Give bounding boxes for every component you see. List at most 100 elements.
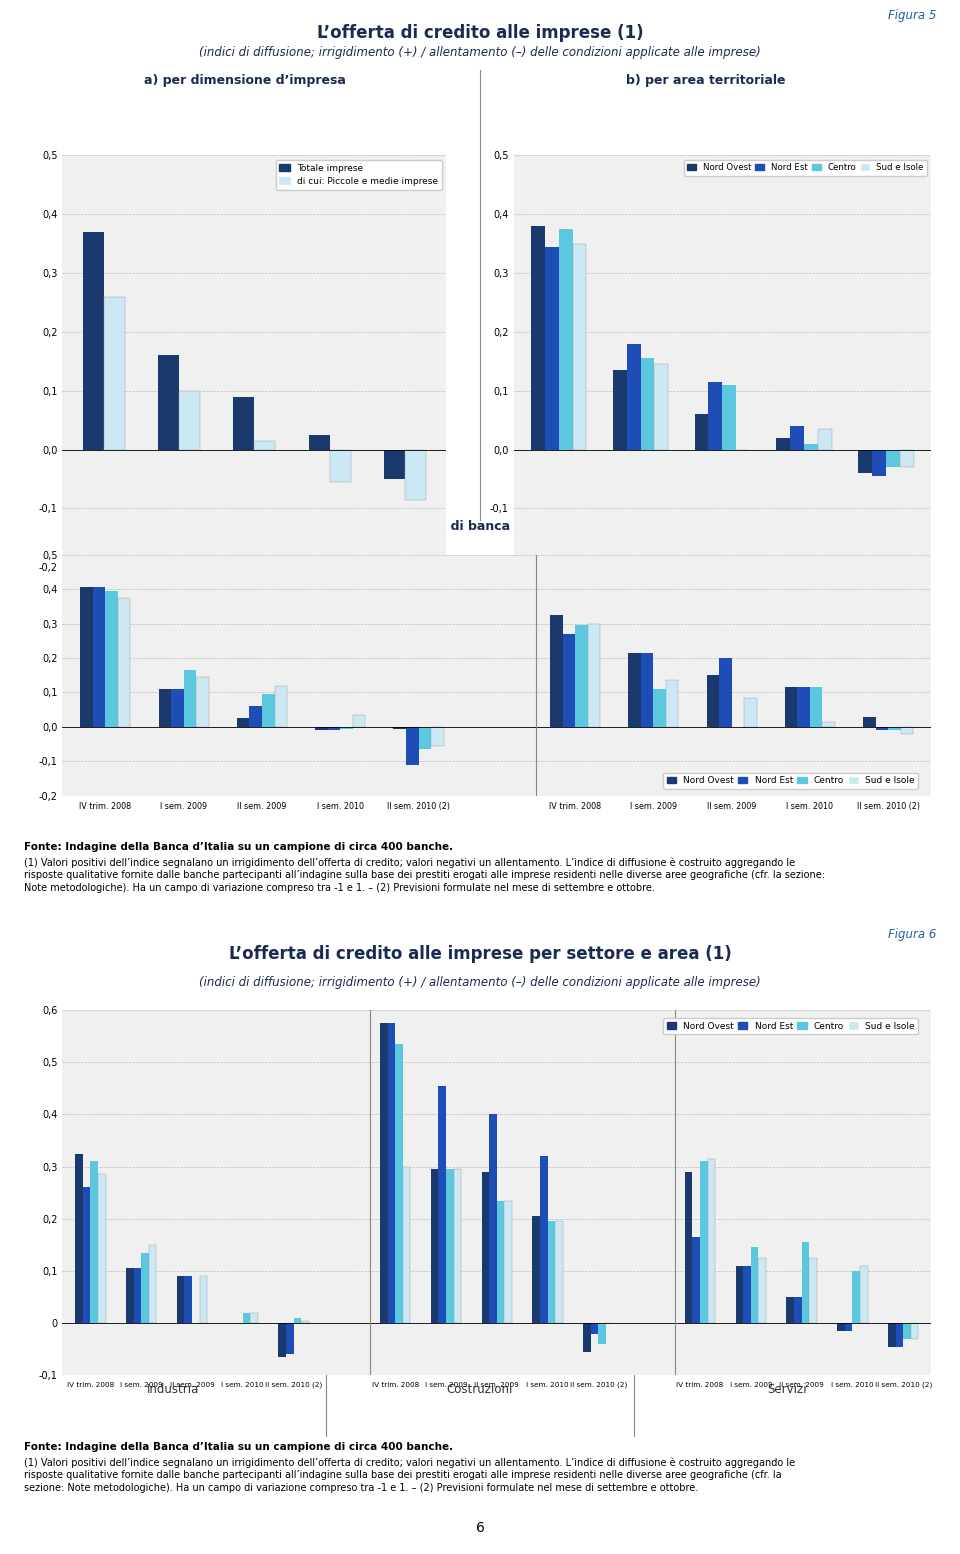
Bar	[743, 1265, 751, 1322]
Bar	[590, 1322, 598, 1333]
Bar	[744, 698, 756, 727]
Bar	[544, 247, 559, 449]
Text: Note metodologiche). Ha un campo di variazione compreso tra -1 e 1. – (2) Previs: Note metodologiche). Ha un campo di vari…	[24, 883, 655, 892]
Bar	[876, 727, 888, 730]
Bar	[911, 1322, 919, 1340]
Bar	[262, 695, 275, 727]
Bar	[708, 382, 722, 449]
Bar	[315, 727, 327, 730]
Bar	[627, 343, 640, 449]
Bar	[149, 1245, 156, 1322]
Bar	[81, 587, 93, 727]
Bar	[327, 727, 340, 730]
Text: c) per dimensione di banca e area territoriale: c) per dimensione di banca e area territ…	[320, 519, 640, 533]
Bar	[75, 1153, 83, 1322]
Bar	[431, 727, 444, 746]
Bar	[900, 449, 914, 468]
Bar	[735, 1265, 743, 1322]
Bar	[177, 1276, 184, 1322]
Bar	[180, 390, 201, 449]
Bar	[83, 1187, 90, 1322]
Bar	[852, 1271, 860, 1322]
Bar	[572, 244, 587, 449]
Text: risposte qualitative fornite dalle banche partecipanti all’indagine sulla base d: risposte qualitative fornite dalle banch…	[24, 1470, 781, 1479]
Text: Industria: Industria	[147, 1383, 199, 1397]
Text: sezione: Note metodologiche). Ha un campo di variazione compreso tra -1 e 1. – (: sezione: Note metodologiche). Ha un camp…	[24, 1483, 698, 1492]
Bar	[158, 356, 180, 449]
Bar	[802, 1242, 809, 1322]
Bar	[903, 1322, 911, 1340]
Text: (indici di diffusione; irrigidimento (+) / allentamento (–) delle condizioni app: (indici di diffusione; irrigidimento (+)…	[199, 976, 761, 988]
Bar	[533, 1217, 540, 1322]
Bar	[777, 438, 790, 449]
Bar	[700, 1161, 708, 1322]
Bar	[308, 435, 329, 449]
Bar	[722, 385, 736, 449]
Bar	[406, 727, 419, 765]
Bar	[547, 1221, 555, 1322]
Bar	[641, 653, 654, 727]
Bar	[405, 449, 426, 499]
Bar	[863, 716, 876, 727]
Bar	[329, 449, 350, 482]
Bar	[531, 225, 544, 449]
Bar	[612, 370, 627, 449]
Text: L’offerta di credito alle imprese (1): L’offerta di credito alle imprese (1)	[317, 23, 643, 42]
Bar	[439, 1086, 446, 1322]
Text: L’offerta di credito alle imprese per settore e area (1): L’offerta di credito alle imprese per se…	[228, 945, 732, 963]
Bar	[837, 1322, 845, 1330]
Bar	[83, 232, 104, 449]
Bar	[785, 687, 798, 727]
Text: (1) Valori positivi dell’indice segnalano un irrigidimento dell’offerta di credi: (1) Valori positivi dell’indice segnalan…	[24, 858, 795, 869]
Bar	[171, 688, 183, 727]
Bar	[106, 591, 118, 727]
Text: Servizi: Servizi	[767, 1383, 807, 1397]
Bar	[888, 727, 900, 730]
Text: Banche grandi e medie: Banche grandi e medie	[177, 541, 314, 553]
Bar	[873, 449, 886, 476]
Bar	[446, 1169, 454, 1322]
Bar	[790, 426, 804, 449]
Bar	[758, 1257, 766, 1322]
Bar	[845, 1322, 852, 1330]
Bar	[133, 1268, 141, 1322]
Bar	[90, 1161, 98, 1322]
Bar	[555, 1221, 563, 1322]
Legend: Nord Ovest, Nord Est, Centro, Sud e Isole: Nord Ovest, Nord Est, Centro, Sud e Isol…	[684, 160, 927, 176]
Bar	[719, 657, 732, 727]
Bar	[286, 1322, 294, 1355]
Bar	[888, 1322, 896, 1347]
Bar	[640, 359, 655, 449]
Bar	[666, 681, 679, 727]
Bar	[482, 1172, 490, 1322]
Bar	[540, 1156, 547, 1322]
Bar	[275, 685, 287, 727]
Text: Fonte: Indagine della Banca d’Italia su un campione di circa 400 banche.: Fonte: Indagine della Banca d’Italia su …	[24, 1442, 453, 1451]
Bar	[394, 727, 406, 729]
Text: risposte qualitative fornite dalle banche partecipanti all’indagine sulla base d: risposte qualitative fornite dalle banch…	[24, 870, 825, 880]
Text: (indici di diffusione; irrigidimento (+) / allentamento (–) delle condizioni app: (indici di diffusione; irrigidimento (+)…	[199, 47, 761, 59]
Legend: Nord Ovest, Nord Est, Centro, Sud e Isole: Nord Ovest, Nord Est, Centro, Sud e Isol…	[663, 1018, 918, 1035]
Bar	[654, 688, 666, 727]
Bar	[183, 670, 196, 727]
Text: Costruzioni: Costruzioni	[446, 1383, 514, 1397]
Bar	[786, 1298, 794, 1322]
Bar	[692, 1237, 700, 1322]
Bar	[900, 727, 913, 733]
Bar	[419, 727, 431, 749]
Bar	[751, 1248, 758, 1322]
Bar	[196, 678, 208, 727]
Bar	[823, 721, 835, 727]
Bar	[243, 1313, 251, 1322]
Legend: Totale imprese, di cui: Piccole e medie imprese: Totale imprese, di cui: Piccole e medie …	[276, 160, 442, 190]
Text: a) per dimensione d’impresa: a) per dimensione d’impresa	[144, 75, 346, 87]
Bar	[655, 364, 668, 449]
Bar	[93, 587, 106, 727]
Text: Figura 5: Figura 5	[888, 9, 936, 22]
Bar	[237, 718, 250, 727]
Bar	[118, 598, 131, 727]
Text: Banche piccole: Banche piccole	[661, 541, 751, 553]
Legend: Nord Ovest, Nord Est, Centro, Sud e Isole: Nord Ovest, Nord Est, Centro, Sud e Isol…	[663, 772, 918, 789]
Text: (1) Valori positivi dell’indice segnalano un irrigidimento dell’offerta di credi: (1) Valori positivi dell’indice segnalan…	[24, 1458, 795, 1469]
Bar	[278, 1322, 286, 1357]
